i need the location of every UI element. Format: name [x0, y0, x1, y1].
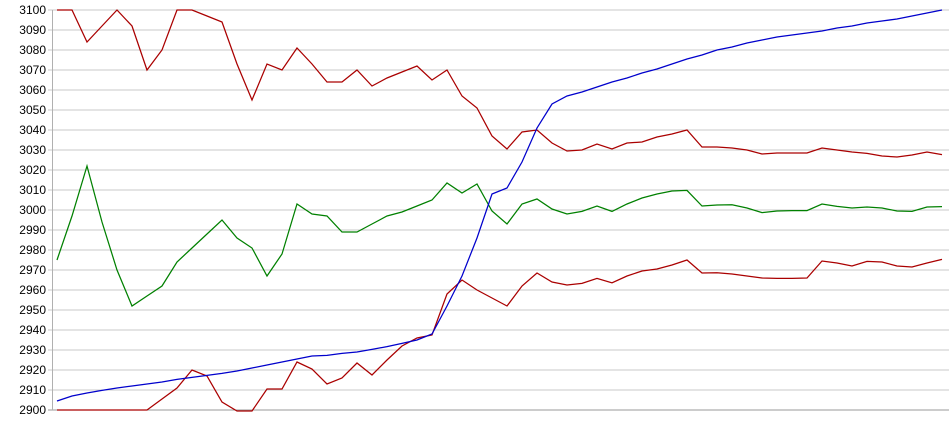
y-axis-label: 3090 — [19, 23, 46, 37]
y-axis-label: 2940 — [19, 323, 46, 337]
y-axis-label: 3070 — [19, 63, 46, 77]
y-axis-label: 3050 — [19, 103, 46, 117]
y-axis-label: 3040 — [19, 123, 46, 137]
y-axis-label: 2910 — [19, 383, 46, 397]
y-axis-label: 3010 — [19, 183, 46, 197]
y-axis-label: 3000 — [19, 203, 46, 217]
y-axis-label: 3030 — [19, 143, 46, 157]
y-axis-label: 2970 — [19, 263, 46, 277]
series-lower-band-red — [57, 258, 943, 412]
y-axis-label: 2920 — [19, 363, 46, 377]
y-axis-label: 3020 — [19, 163, 46, 177]
y-axis-label: 2960 — [19, 283, 46, 297]
y-axis-label: 2990 — [19, 223, 46, 237]
y-axis-label: 2950 — [19, 303, 46, 317]
y-axis: 3100 3090 3080 3070 3060 3050 3040 3030 3020 3010… — [0, 0, 46, 435]
y-axis-label: 3100 — [19, 3, 46, 17]
y-axis-label: 3060 — [19, 83, 46, 97]
series-upper-band-red — [57, 9, 943, 158]
series-cumulative-blue — [56, 9, 943, 402]
y-axis-label: 2930 — [19, 343, 46, 357]
y-axis-label: 3080 — [19, 43, 46, 57]
y-axis-label: 2900 — [19, 403, 46, 417]
series-middle-green — [56, 163, 943, 307]
y-axis-label: 2980 — [19, 243, 46, 257]
